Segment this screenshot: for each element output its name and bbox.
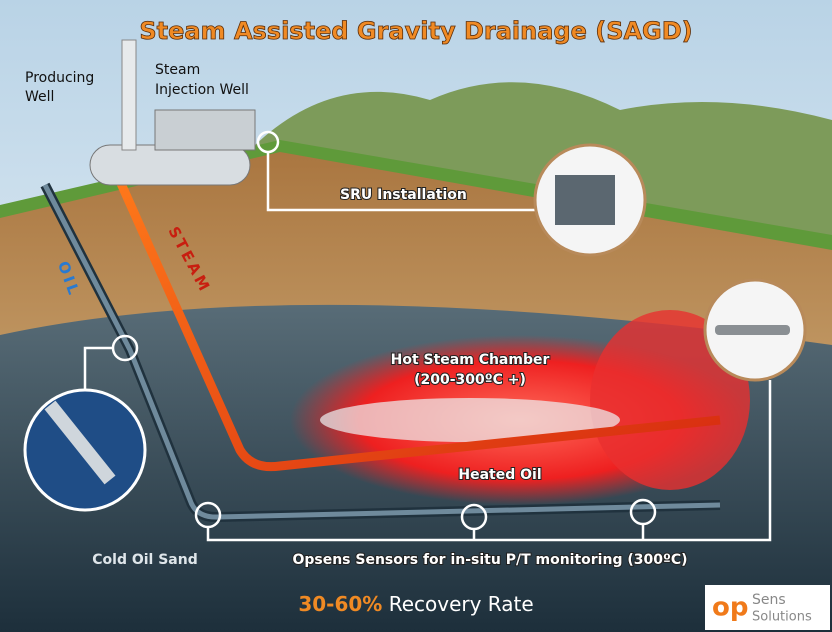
sru-device <box>555 175 615 225</box>
logo-mark: op <box>712 593 748 623</box>
label: Well <box>25 89 54 105</box>
title: Steam Assisted Gravity Drainage (SAGD) <box>139 17 692 45</box>
silos <box>155 110 255 150</box>
label: (200-300ºC +) <box>414 372 526 388</box>
recovery-rate: 30-60% <box>298 592 382 616</box>
label: Hot Steam Chamber <box>391 352 550 368</box>
label: Heated Oil <box>458 467 541 483</box>
probe <box>715 325 790 335</box>
diagram: Steam Assisted Gravity Drainage (SAGD) P… <box>0 0 832 632</box>
label: Steam <box>155 62 200 78</box>
stack <box>122 40 136 150</box>
label: SRU Installation <box>340 187 467 203</box>
label: Producing <box>25 70 94 86</box>
label: Cold Oil Sand <box>92 552 197 568</box>
plant-tank <box>90 145 250 185</box>
recovery-text: Recovery Rate <box>389 592 534 616</box>
label: Injection Well <box>155 82 249 98</box>
recovery: 30-60% Recovery Rate <box>298 592 533 616</box>
page: {"header": {"title": "Steam Assisted Gra… <box>0 0 832 632</box>
logo-sub: Solutions <box>752 610 812 625</box>
label: Opsens Sensors for in-situ P/T monitorin… <box>292 552 687 568</box>
logo-name: Sens <box>752 592 786 608</box>
